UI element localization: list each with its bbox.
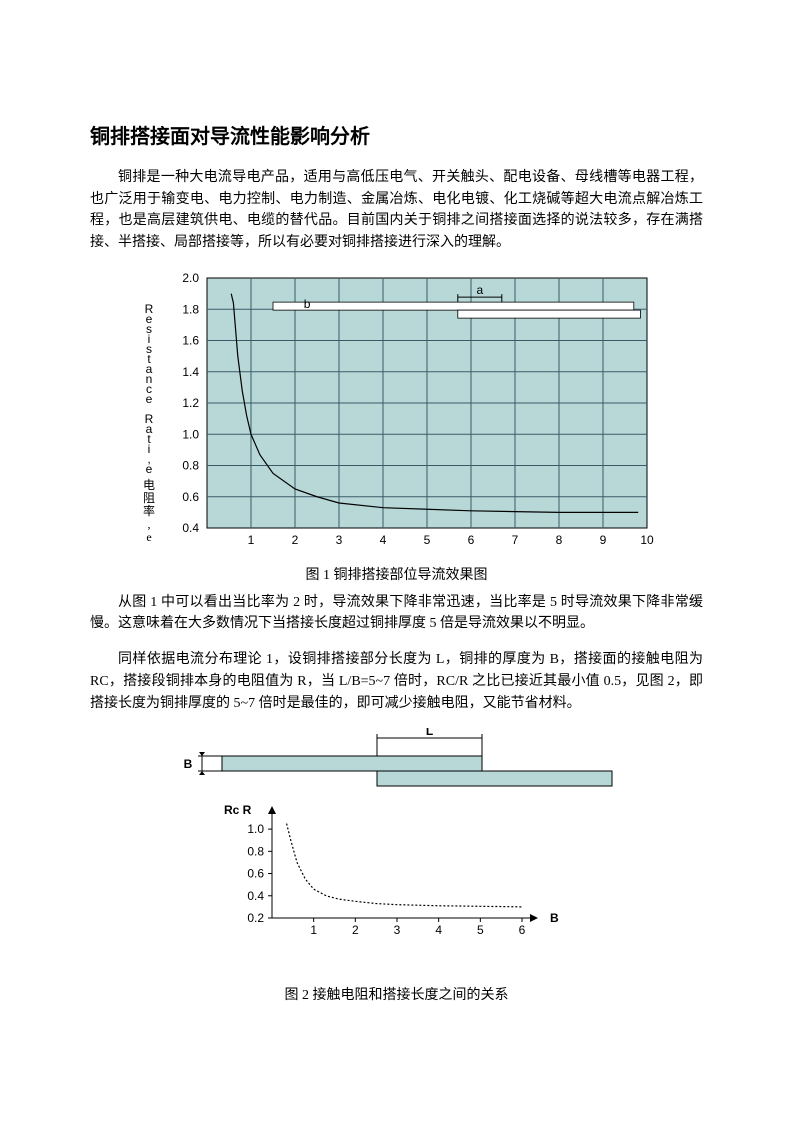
svg-text:3: 3 bbox=[393, 923, 400, 937]
caption-1: 图 1 铜排搭接部位导流效果图 bbox=[90, 564, 703, 584]
caption-2: 图 2 接触电阻和搭接长度之间的关系 bbox=[90, 984, 703, 1004]
svg-text:1.2: 1.2 bbox=[182, 396, 199, 410]
svg-text:0.4: 0.4 bbox=[182, 521, 199, 535]
svg-text:,: , bbox=[147, 517, 150, 531]
svg-text:0.6: 0.6 bbox=[182, 490, 199, 504]
svg-text:0.8: 0.8 bbox=[182, 458, 199, 472]
diagram-2: L B 0.2 0.4 0.6 0.8 1.0 1 2 3 4 5 6 Rc R B bbox=[90, 728, 703, 938]
svg-text:L: L bbox=[425, 728, 432, 738]
svg-text:率: 率 bbox=[142, 503, 154, 518]
svg-text:B: B bbox=[183, 757, 192, 771]
svg-text:a: a bbox=[476, 283, 483, 297]
svg-text:0.2: 0.2 bbox=[247, 911, 264, 925]
svg-text:1.6: 1.6 bbox=[182, 333, 199, 347]
svg-text:7: 7 bbox=[511, 533, 518, 547]
svg-text:1.8: 1.8 bbox=[182, 302, 199, 316]
svg-text:e: e bbox=[145, 462, 152, 476]
svg-text:1.0: 1.0 bbox=[182, 427, 199, 441]
svg-text:阻: 阻 bbox=[142, 491, 154, 505]
svg-text:B: B bbox=[550, 911, 559, 925]
svg-text:2: 2 bbox=[351, 923, 358, 937]
svg-text:1: 1 bbox=[310, 923, 317, 937]
svg-text:6: 6 bbox=[467, 533, 474, 547]
svg-text:b: b bbox=[303, 297, 310, 311]
paragraph-2: 从图 1 中可以看出当比率为 2 时，导流效果下降非常迅速，当比率是 5 时导流… bbox=[90, 592, 703, 635]
svg-text:1.4: 1.4 bbox=[182, 365, 199, 379]
svg-text:电: 电 bbox=[142, 478, 154, 492]
svg-text:5: 5 bbox=[423, 533, 430, 547]
svg-text:Rc R: Rc R bbox=[224, 803, 252, 817]
svg-text:3: 3 bbox=[335, 533, 342, 547]
svg-text:10: 10 bbox=[640, 533, 654, 547]
svg-text:2: 2 bbox=[291, 533, 298, 547]
svg-text:e: e bbox=[145, 392, 152, 406]
svg-text:4: 4 bbox=[379, 533, 386, 547]
svg-text:2.0: 2.0 bbox=[182, 271, 199, 285]
svg-text:0.4: 0.4 bbox=[247, 889, 264, 903]
svg-text:4: 4 bbox=[435, 923, 442, 937]
svg-text:0.8: 0.8 bbox=[247, 845, 264, 859]
chart-1: 0.40.60.81.01.21.41.61.82.012345678910Re… bbox=[90, 268, 703, 558]
svg-text:6: 6 bbox=[518, 923, 525, 937]
svg-text:5: 5 bbox=[476, 923, 483, 937]
svg-text:1: 1 bbox=[247, 533, 254, 547]
paragraph-1: 铜排是一种大电流导电产品，适用与高低压电气、开关触头、配电设备、母线槽等电器工程… bbox=[90, 167, 703, 254]
svg-text:e: e bbox=[146, 530, 151, 544]
paragraph-3: 同样依据电流分布理论 1，设铜排搭接部分长度为 L，铜排的厚度为 B，搭接面的接… bbox=[90, 649, 703, 714]
svg-text:1.0: 1.0 bbox=[247, 822, 264, 836]
document-title: 铜排搭接面对导流性能影响分析 bbox=[90, 120, 703, 149]
svg-text:0.6: 0.6 bbox=[247, 867, 264, 881]
svg-text:8: 8 bbox=[555, 533, 562, 547]
svg-text:9: 9 bbox=[599, 533, 606, 547]
